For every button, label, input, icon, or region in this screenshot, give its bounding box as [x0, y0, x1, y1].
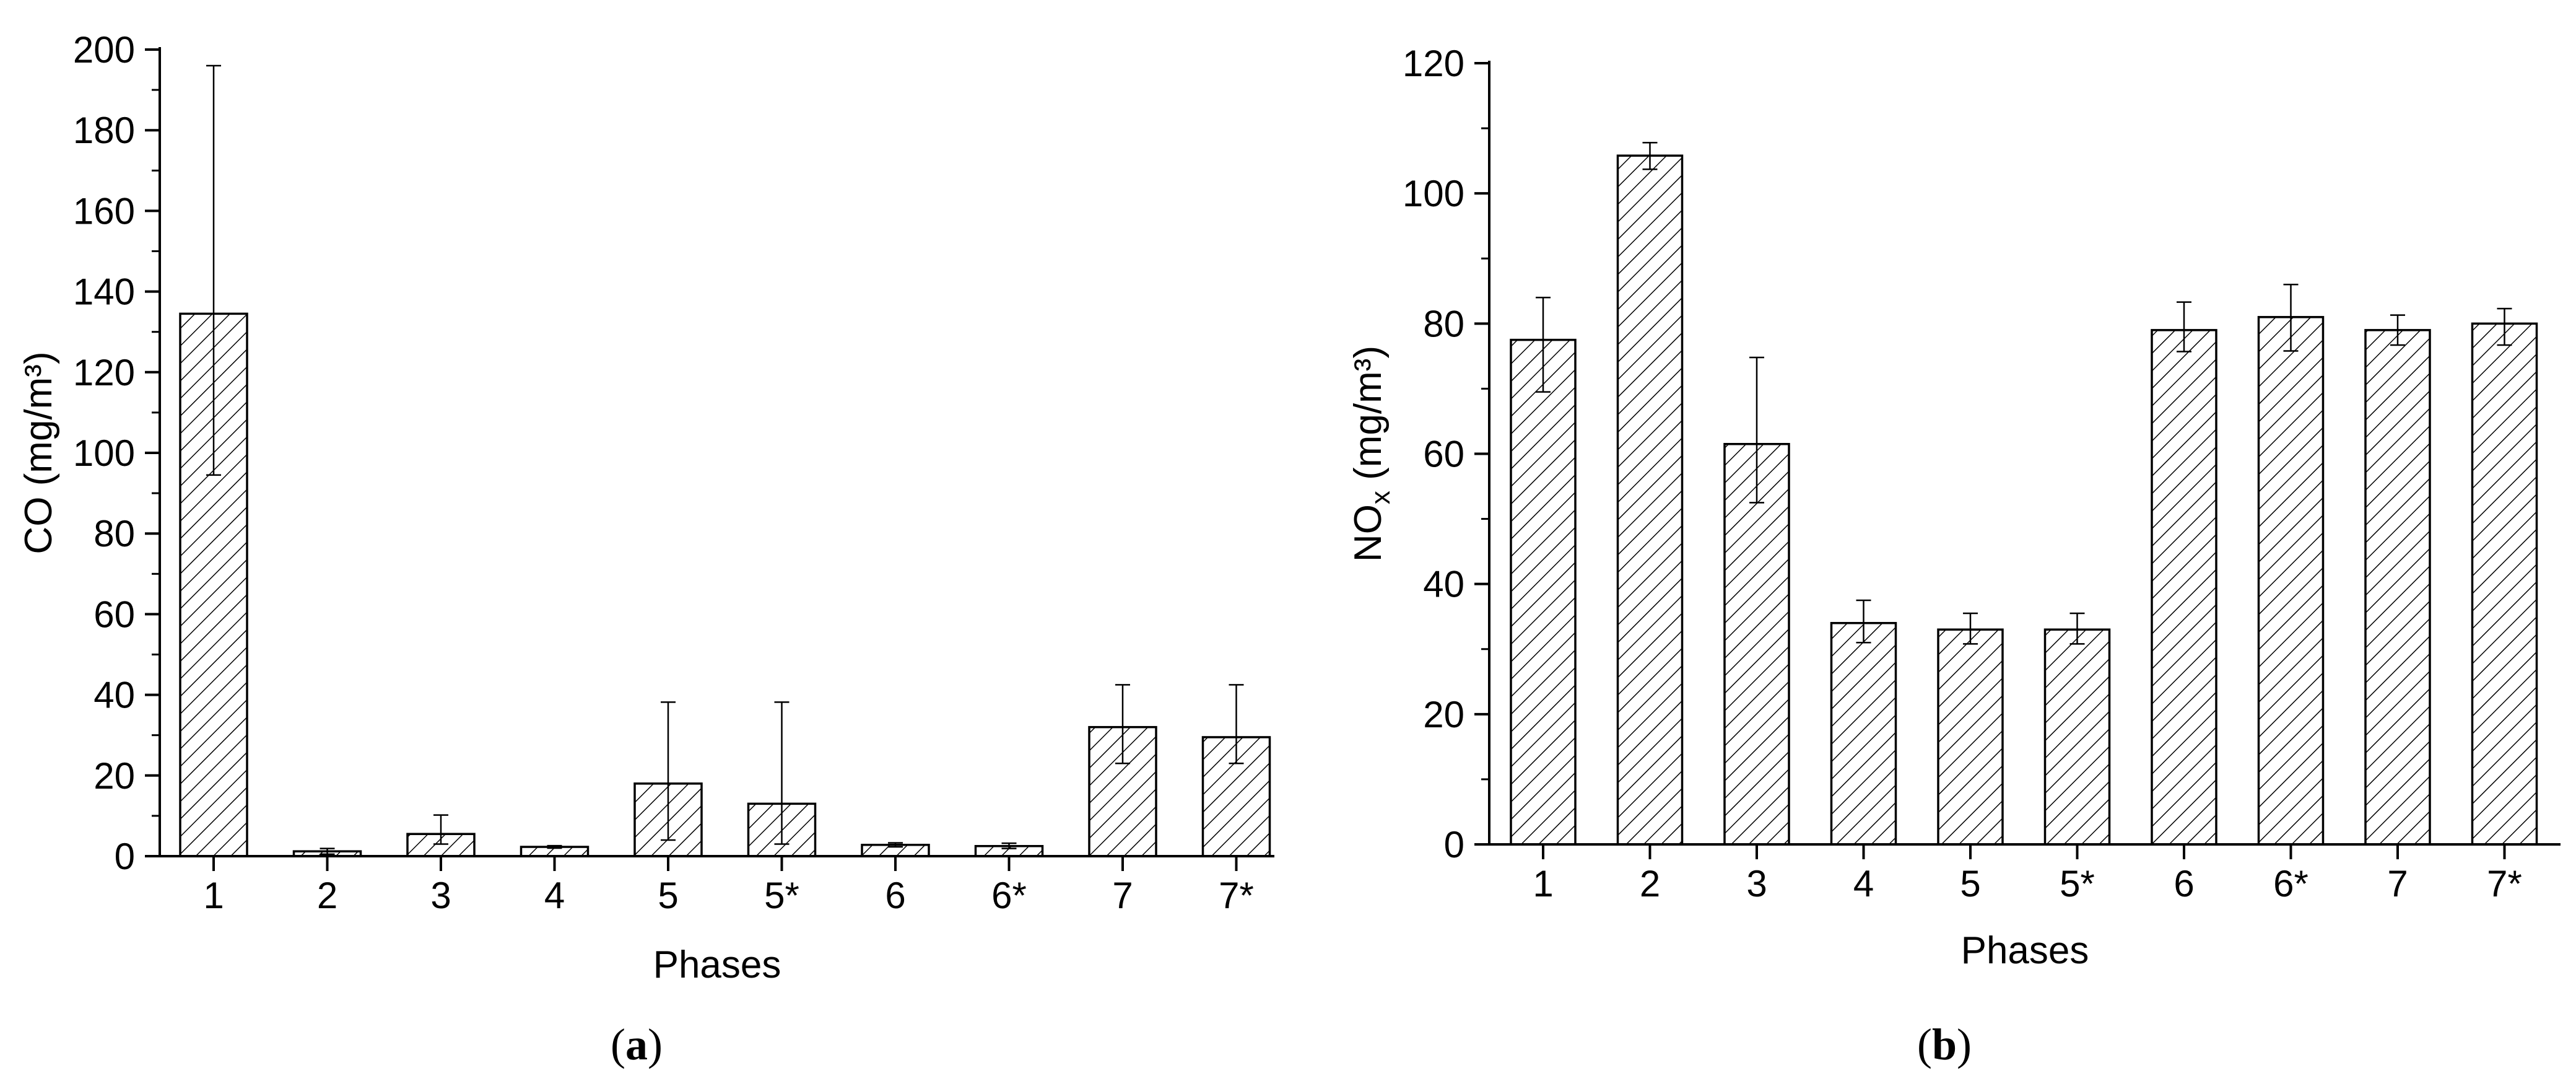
bar: [1830, 621, 1897, 846]
x-tick-label: 6*: [991, 875, 1027, 916]
panel-label: (a): [611, 1020, 663, 1069]
y-tick-label: 80: [1423, 303, 1464, 344]
x-tick-label: 1: [1533, 863, 1553, 904]
y-tick-label: 80: [94, 513, 135, 554]
y-tick-label: 20: [94, 755, 135, 797]
y-tick-label: 120: [73, 352, 135, 393]
x-tick-label: 2: [1640, 863, 1660, 904]
y-tick-label: 20: [1423, 694, 1464, 735]
x-tick-label: 7: [2387, 863, 2408, 904]
bar: [1616, 154, 1684, 846]
bar: [1510, 338, 1577, 846]
y-axis-label: CO (mg/m³): [17, 351, 60, 554]
x-tick-label: 7*: [1219, 875, 1254, 916]
chart-panel-a: 0 20 40 60 80 100 120 140 160 180 200 1 2 3 4 5 5* 6 6* 7 7*…: [17, 29, 1274, 1069]
x-tick-label: 3: [430, 875, 451, 916]
x-tick-label: 1: [203, 875, 224, 916]
x-tick-label: 5*: [2060, 863, 2095, 904]
x-tick-label: 5: [1960, 863, 1980, 904]
x-tick-label: 4: [1853, 863, 1874, 904]
y-tick-label: 0: [1444, 824, 1464, 865]
x-tick-label: 2: [317, 875, 337, 916]
bar: [1937, 628, 2004, 846]
x-tick-label: 7: [1112, 875, 1133, 916]
x-tick-label: 5: [658, 875, 678, 916]
bar: [2151, 329, 2217, 846]
y-tick-label: 60: [1423, 434, 1464, 475]
y-tick-label: 160: [73, 190, 135, 232]
x-axis-label: Phases: [1961, 929, 2089, 972]
x-tick-label: 5*: [764, 875, 799, 916]
y-tick-label: 0: [115, 836, 135, 877]
x-tick-label: 3: [1746, 863, 1767, 904]
y-tick-label: 40: [94, 675, 135, 716]
bar: [2471, 322, 2538, 846]
bar: [2257, 316, 2325, 846]
bar: [1723, 442, 1790, 846]
y-axis-label: NOx (mg/m³): [1347, 346, 1396, 562]
y-tick-label: 60: [94, 593, 135, 635]
y-tick-label: 200: [73, 29, 135, 71]
x-tick-label: 6: [2174, 863, 2194, 904]
chart-panel-b: 0 20 40 60 80 100 120 1 2 3 4 5 5* 6 6* 7 7* Phases NOx (m…: [1347, 43, 2561, 1069]
bar: [2043, 628, 2111, 846]
x-tick-label: 4: [544, 875, 565, 916]
y-tick-label: 100: [73, 432, 135, 474]
y-tick-label: 180: [73, 110, 135, 151]
x-tick-label: 6: [885, 875, 905, 916]
bar: [2364, 329, 2431, 846]
y-tick-label: 40: [1423, 564, 1464, 605]
y-tick-label: 120: [1403, 43, 1464, 84]
x-axis-label: Phases: [653, 944, 781, 986]
y-tick-label: 100: [1403, 173, 1464, 214]
x-tick-label: 7*: [2487, 863, 2522, 904]
y-tick-label: 140: [73, 271, 135, 313]
x-tick-label: 6*: [2273, 863, 2308, 904]
panel-label: (b): [1917, 1020, 1972, 1069]
